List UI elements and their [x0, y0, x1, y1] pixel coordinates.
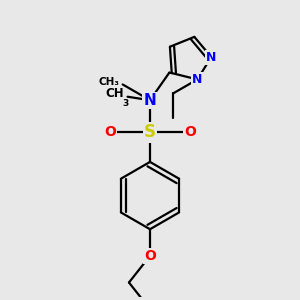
Text: O: O: [104, 125, 116, 140]
Text: S: S: [144, 124, 156, 142]
Text: 3: 3: [122, 99, 129, 108]
Text: N: N: [192, 73, 202, 86]
Text: N: N: [144, 93, 156, 108]
Text: O: O: [184, 125, 196, 140]
Text: O: O: [144, 249, 156, 263]
Text: CH₃: CH₃: [98, 76, 119, 87]
Text: CH: CH: [106, 87, 124, 101]
Text: N: N: [206, 51, 217, 64]
